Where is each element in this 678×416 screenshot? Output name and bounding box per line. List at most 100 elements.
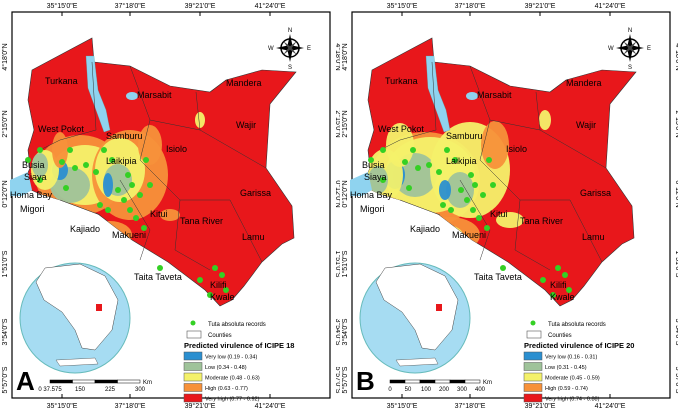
- scale-tick: 200: [439, 387, 450, 393]
- map-panel-b: 35°15'0"E 35°15'0"E 37°18'0"E 37°18'0"E 39°2…: [340, 0, 678, 411]
- lake-turkana: [425, 55, 451, 133]
- tuta-absoluta-record: [125, 172, 131, 178]
- tuta-absoluta-record: [440, 202, 446, 208]
- latitude-label-right: 1°51'0"S: [334, 251, 340, 278]
- scale-tick: 400: [475, 387, 486, 393]
- tuta-absoluta-record: [59, 159, 65, 165]
- latitude-label-left: 3°54'0"S: [1, 318, 9, 345]
- county-label: Samburu: [446, 131, 483, 141]
- county-label: Kilifi: [210, 280, 227, 290]
- scale-tick: 100: [421, 387, 432, 393]
- county-label: Migori: [360, 204, 385, 214]
- tuta-absoluta-record: [550, 292, 556, 298]
- tuta-absoluta-record: [452, 157, 458, 163]
- virulence-zone-high: [52, 132, 68, 168]
- compass-e: E: [307, 46, 311, 52]
- latitude-label-right: 5°57'0"S: [334, 367, 340, 394]
- latitude-label-left: 1°51'0"S: [341, 250, 349, 277]
- map-svg: 35°15'0"E 35°15'0"E 37°18'0"E 37°18'0"E 39°2…: [341, 2, 678, 410]
- legend-title: Predicted virulence of ICIPE 18: [184, 341, 294, 350]
- compass-n: N: [288, 28, 292, 34]
- tuta-absoluta-record: [127, 207, 133, 213]
- antarctica-outline: [55, 357, 99, 367]
- kenya-inset-highlight: [96, 304, 102, 311]
- tuta-absoluta-record: [105, 207, 111, 213]
- longitude-label-top: 35°15'0"E: [47, 2, 78, 10]
- longitude-label-top: 35°15'0"E: [387, 2, 418, 10]
- legend-class-label: Low (0.34 - 0.48): [205, 365, 247, 371]
- county-label: Taita Taveta: [474, 272, 522, 282]
- longitude-label-top: 41°24'0"E: [595, 2, 626, 10]
- tuta-absoluta-record: [83, 162, 89, 168]
- lake: [466, 92, 478, 100]
- compass-s: S: [288, 65, 292, 71]
- compass-rose-icon: N S E W: [608, 28, 651, 71]
- scale-tick: 150: [75, 387, 86, 393]
- latitude-label-right: 4°18'0"N: [674, 43, 678, 70]
- longitude-label-top: 37°18'0"E: [455, 2, 486, 10]
- virulence-zone-moderate: [539, 110, 551, 130]
- county-label: Kajiado: [70, 224, 100, 234]
- kenya-inset-highlight: [436, 304, 442, 311]
- county-label: Wajir: [576, 120, 596, 130]
- antarctica-outline: [395, 357, 439, 367]
- tuta-absoluta-record: [380, 177, 386, 183]
- county-border: [174, 199, 211, 271]
- legend-class-label: Moderate (0.48 - 0.63): [205, 376, 260, 382]
- virulence-zone-high: [481, 121, 509, 169]
- legend-records-label: Tuta absoluta records: [208, 322, 266, 328]
- county-border: [514, 199, 551, 271]
- legend-swatch-very_high: [523, 393, 543, 403]
- legend-class-label: Moderate (0.45 - 0.59): [545, 376, 600, 382]
- latitude-label-left: 3°54'0"S: [341, 318, 349, 345]
- county-border: [139, 119, 230, 201]
- county-border: [59, 199, 101, 216]
- county-border: [535, 91, 607, 169]
- tuta-absoluta-record: [97, 202, 103, 208]
- county-label: Laikipia: [106, 156, 137, 166]
- latitude-label-left: 5°57'0"S: [1, 366, 9, 393]
- compass-rose-icon: N S E W: [268, 28, 311, 71]
- county-border: [39, 129, 97, 151]
- tuta-absoluta-record: [426, 162, 432, 168]
- lake: [126, 92, 138, 100]
- tuta-absoluta-record: [63, 185, 69, 191]
- legend-swatch-low: [523, 362, 543, 371]
- county-label: Wajir: [236, 120, 256, 130]
- legend-swatch-very_high: [183, 393, 203, 403]
- tuta-absoluta-record: [143, 157, 149, 163]
- county-label: Garissa: [240, 188, 271, 198]
- county-border: [195, 91, 267, 169]
- virulence-zone-high: [160, 209, 180, 221]
- county-border: [209, 79, 227, 93]
- tuta-absoluta-record: [137, 192, 143, 198]
- virulence-zone-low: [368, 166, 388, 194]
- scale-tick: 300: [457, 387, 468, 393]
- tuta-absoluta-record: [147, 182, 153, 188]
- county-label: Turkana: [45, 76, 78, 86]
- county-label: Isiolo: [166, 144, 187, 154]
- latitude-label-left: 2°15'0"N: [341, 110, 349, 137]
- legend-swatch-high: [523, 383, 543, 392]
- longitude-label-bottom: 37°18'0"E: [115, 402, 146, 410]
- county-label: Siaya: [364, 172, 387, 182]
- tuta-absoluta-record: [500, 265, 506, 271]
- tuta-absoluta-record: [207, 292, 213, 298]
- tuta-absoluta-record: [458, 187, 464, 193]
- longitude-label-bottom: 37°18'0"E: [455, 402, 486, 410]
- map-panel-a: 35°15'0"E 35°15'0"E 37°18'0"E 37°18'0"E 39°2…: [0, 0, 342, 411]
- latitude-label-left: 5°57'0"S: [341, 366, 349, 393]
- county-border: [91, 61, 97, 131]
- tuta-absoluta-record: [415, 165, 421, 171]
- tuta-absoluta-record: [72, 165, 78, 171]
- tuta-absoluta-record: [93, 169, 99, 175]
- longitude-label-bottom: 41°24'0"E: [595, 402, 626, 410]
- tuta-absoluta-record: [476, 215, 482, 221]
- compass-w: W: [268, 46, 274, 52]
- county-label: Marsabit: [137, 90, 172, 100]
- county-border: [549, 79, 567, 93]
- longitude-label-top: 39°21'0"E: [525, 2, 556, 10]
- county-label: Busia: [362, 160, 385, 170]
